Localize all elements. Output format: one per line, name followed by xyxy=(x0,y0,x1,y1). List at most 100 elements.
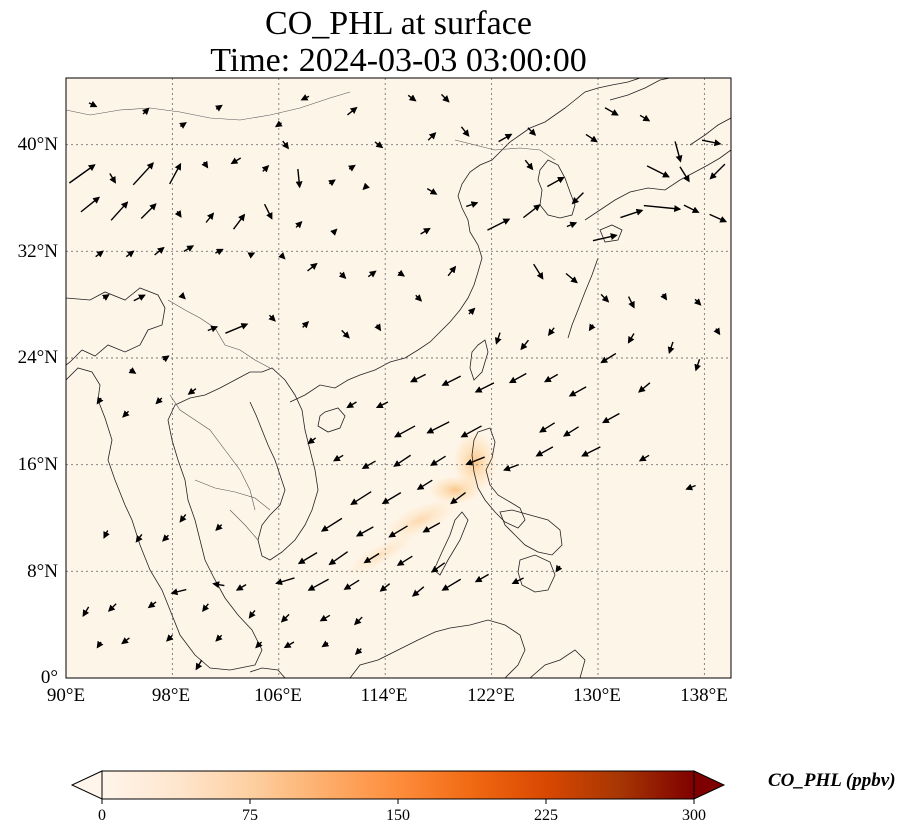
colorbar-tick-0: 0 xyxy=(98,807,106,824)
wind-arrow xyxy=(362,182,370,191)
wind-arrow xyxy=(107,603,117,612)
wind-arrow xyxy=(638,382,651,393)
wind-arrow xyxy=(355,526,374,537)
wind-arrow xyxy=(555,564,563,573)
lon-label-138e: 138°E xyxy=(680,685,728,706)
wind-arrow xyxy=(247,252,256,259)
wind-arrow xyxy=(361,460,376,469)
wind-arrow xyxy=(101,294,110,301)
wind-arrow xyxy=(646,165,670,178)
wind-arrow xyxy=(320,517,343,532)
wind-arrow xyxy=(592,233,618,242)
wind-arrow xyxy=(520,339,529,351)
wind-arrow xyxy=(275,577,295,586)
wind-arrow xyxy=(350,491,372,506)
wind-arrow xyxy=(263,203,273,220)
wind-arrow xyxy=(508,372,527,384)
wind-arrow xyxy=(212,581,225,589)
plot-title-line-2: Time: 2024-03-03 03:00:00 xyxy=(210,42,587,79)
lon-label-106e: 106°E xyxy=(254,685,302,706)
wind-arrow xyxy=(135,533,143,543)
wind-arrow xyxy=(207,325,219,333)
wind-arrow xyxy=(215,523,223,532)
wind-arrow xyxy=(430,455,446,466)
wind-arrow xyxy=(397,269,406,277)
wind-arrow xyxy=(202,603,210,613)
map-frame xyxy=(65,77,732,679)
wind-arrow xyxy=(170,588,187,596)
wind-arrow xyxy=(169,162,182,185)
wind-arrow xyxy=(133,294,146,302)
lat-label-32n: 32°N xyxy=(17,241,58,262)
wind-arrow xyxy=(474,382,495,393)
wind-arrow xyxy=(543,373,559,383)
wind-arrow xyxy=(330,228,338,236)
lat-label-16n: 16°N xyxy=(17,454,58,475)
wind-arrow xyxy=(346,401,357,409)
wind-arrow xyxy=(465,456,485,466)
wind-arrow xyxy=(215,104,223,112)
wind-arrow xyxy=(487,218,511,231)
wind-arrow xyxy=(379,583,391,592)
wind-arrow xyxy=(660,292,668,301)
colorbar-tick-150: 150 xyxy=(386,807,410,824)
wind-arrow xyxy=(494,332,502,345)
wind-arrow xyxy=(420,227,431,235)
wind-arrow xyxy=(341,329,350,339)
wind-arrow xyxy=(524,159,534,171)
wind-arrow xyxy=(571,192,584,205)
wind-arrow xyxy=(230,157,242,165)
wind-arrow xyxy=(701,139,722,147)
wind-arrow xyxy=(367,270,377,278)
lon-label-90e: 90°E xyxy=(46,685,86,706)
wind-arrow xyxy=(261,164,270,173)
lon-label-130e: 130°E xyxy=(573,685,621,706)
wind-vectors xyxy=(68,93,728,671)
wind-arrow xyxy=(667,341,675,355)
wind-arrow xyxy=(338,271,347,280)
wind-arrow xyxy=(467,307,476,316)
wind-arrow xyxy=(396,555,413,566)
wind-arrow xyxy=(411,586,425,597)
wind-arrow xyxy=(128,367,137,374)
wind-arrow xyxy=(547,176,565,188)
wind-arrow xyxy=(187,387,197,395)
wind-arrow xyxy=(604,107,619,116)
wind-arrow xyxy=(447,265,457,277)
wind-arrow xyxy=(307,578,329,591)
wind-arrow xyxy=(88,100,98,108)
wind-arrow xyxy=(713,327,721,336)
wind-arrow xyxy=(300,94,310,101)
wind-arrow xyxy=(332,454,344,462)
wind-arrow xyxy=(328,179,336,187)
wind-arrow xyxy=(539,422,556,433)
wind-arrow xyxy=(375,401,389,408)
wind-arrow xyxy=(683,204,700,213)
wind-arrow xyxy=(393,454,411,467)
wind-arrow xyxy=(460,425,482,438)
lon-label-114e: 114°E xyxy=(360,685,408,706)
wind-arrow xyxy=(363,552,380,564)
wind-arrow xyxy=(394,425,416,438)
wind-arrow xyxy=(679,166,690,183)
wind-arrow xyxy=(381,491,402,505)
wind-arrow xyxy=(638,454,650,462)
wind-arrow xyxy=(422,522,441,533)
wind-arrow xyxy=(409,373,426,383)
plot-title-line-1: CO_PHL at surface xyxy=(265,5,532,42)
wind-arrow xyxy=(347,106,358,116)
wind-arrow xyxy=(278,252,286,260)
wind-arrow xyxy=(161,355,170,363)
wind-arrow xyxy=(643,204,682,213)
wind-arrow xyxy=(132,162,154,186)
colorbar-tick-300: 300 xyxy=(682,807,706,824)
lon-label-122e: 122°E xyxy=(467,685,515,706)
wind-arrow xyxy=(503,463,519,472)
wind-arrow xyxy=(82,606,90,618)
wind-arrow xyxy=(268,314,276,322)
wind-arrow xyxy=(328,551,349,566)
wind-arrow xyxy=(694,359,702,372)
wind-arrow xyxy=(627,296,635,309)
wind-arrow xyxy=(178,292,186,300)
